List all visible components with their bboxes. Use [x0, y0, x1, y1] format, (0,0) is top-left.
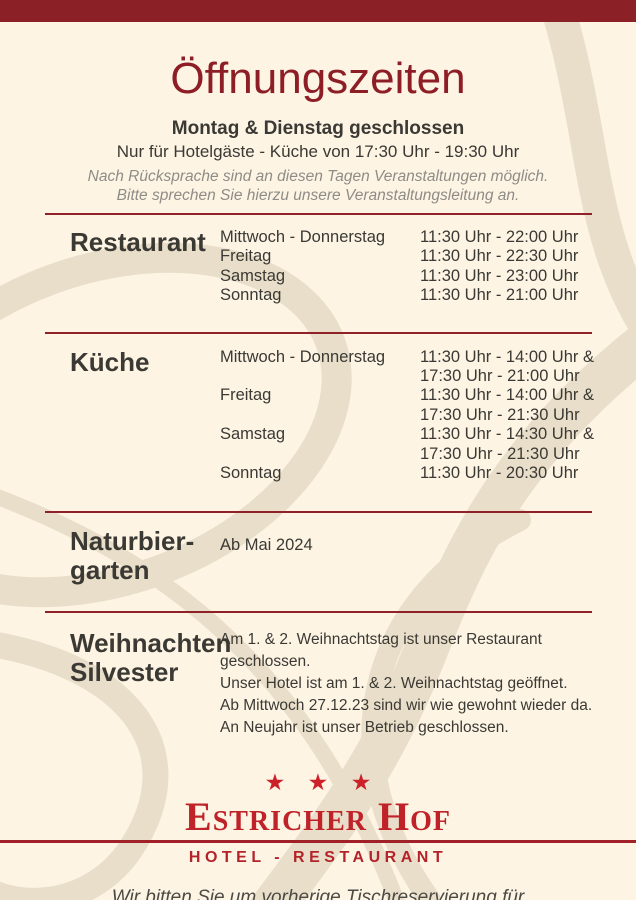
time-value: 17:30 Uhr - 21:30 Uhr	[420, 405, 580, 424]
section-label-line: Naturbier-	[70, 526, 195, 557]
section-label: Weihnachten Silvester	[70, 628, 232, 688]
day-label: Sonntag	[220, 464, 282, 483]
schedule-rows: Mittwoch - Donnerstag 11:30 Uhr - 14:00 U…	[220, 348, 596, 484]
time-value: 11:30 Uhr - 23:00 Uhr	[420, 266, 579, 285]
section-kueche: Küche Mittwoch - Donnerstag 11:30 Uhr - 14…	[0, 334, 636, 504]
top-red-band	[0, 0, 636, 22]
time-values: 11:30 Uhr - 14:00 Uhr & 17:30 Uhr - 21:30…	[420, 386, 596, 425]
section-divider	[45, 331, 592, 334]
day-label: Samstag	[220, 425, 286, 444]
day-label: Ab Mai 2024	[220, 536, 313, 555]
section-text: Am 1. & 2. Weihnachtstag ist unser Resta…	[220, 629, 596, 738]
logo-divider	[0, 840, 636, 844]
hotel-logo: ★ ★ ★ Estricher Hof HOTEL - RESTAURANT	[0, 770, 636, 867]
hotel-name: Estricher Hof	[185, 794, 451, 840]
footer: Wir bitten Sie um vorherige Tischreservi…	[0, 886, 636, 900]
three-stars-icon: ★ ★ ★	[264, 769, 380, 796]
day-label: Freitag	[220, 247, 272, 266]
time-values: 11:30 Uhr - 22:30 Uhr	[420, 247, 596, 266]
section-label-line: Weihnachten	[70, 628, 232, 659]
hotel-guests-line: Nur für Hotelgäste - Küche von 17:30 Uhr…	[116, 142, 520, 161]
day-label: Mittwoch - Donnerstag	[220, 347, 386, 366]
watermark-loop-bottom-left	[0, 632, 169, 900]
time-value: 17:30 Uhr - 21:00 Uhr	[420, 367, 580, 386]
section-divider	[45, 511, 592, 514]
watermark-thin-stroke	[0, 489, 405, 900]
event-note-line: Nach Rücksprache sind an diesen Tagen Ve…	[87, 168, 549, 185]
section-label: Küche	[70, 346, 220, 377]
time-value: 11:30 Uhr - 20:30 Uhr	[420, 464, 579, 483]
day-label: Mittwoch - Donnerstag	[220, 228, 386, 246]
section-text-line: An Neujahr ist unser Betrieb geschlossen…	[220, 718, 509, 736]
time-value: 11:30 Uhr - 22:30 Uhr	[420, 247, 579, 266]
time-value: 11:30 Uhr - 14:30 Uhr &	[420, 425, 594, 444]
section-label-line: Restaurant	[70, 227, 206, 257]
section-text-line: Ab Mittwoch 27.12.23 sind wir wie gewohn…	[220, 696, 593, 714]
reservation-line: Wir bitten Sie um vorherige Tischreservi…	[111, 887, 525, 900]
time-values: 11:30 Uhr - 20:30 Uhr	[420, 464, 596, 483]
time-value: 11:30 Uhr - 14:00 Uhr &	[420, 386, 594, 405]
section-divider	[45, 213, 592, 215]
section-weihnachten: Weihnachten Silvester Am 1. & 2. Weihnacht…	[0, 613, 636, 738]
time-values	[420, 536, 596, 555]
hotel-subtitle: HOTEL - RESTAURANT	[188, 849, 448, 867]
time-values: 11:30 Uhr - 21:00 Uhr	[420, 286, 596, 305]
closed-days-line: Montag & Dienstag geschlossen	[171, 118, 465, 139]
section-label-line: garten	[70, 555, 150, 586]
event-note-line: Bitte sprechen Sie hierzu unsere Veranst…	[116, 187, 520, 204]
schedule-rows: Mittwoch - Donnerstag 11:30 Uhr - 22:00 U…	[220, 228, 596, 306]
time-values: 11:30 Uhr - 23:00 Uhr	[420, 267, 596, 286]
time-values: 11:30 Uhr - 14:30 Uhr & 17:30 Uhr - 21:30…	[420, 425, 596, 464]
section-divider	[45, 611, 592, 614]
time-value: 17:30 Uhr - 21:30 Uhr	[420, 444, 580, 463]
watermark-flourish	[250, 322, 636, 900]
section-text-line: Am 1. & 2. Weihnachtstag ist unser Resta…	[220, 631, 542, 671]
watermark-arc-top-right	[537, 0, 636, 342]
time-values: 11:30 Uhr - 14:00 Uhr & 17:30 Uhr - 21:00…	[420, 348, 596, 387]
day-label: Sonntag	[220, 286, 282, 305]
page-title: Öffnungszeiten	[170, 54, 466, 103]
section-label: Restaurant	[70, 228, 220, 257]
time-value: 11:30 Uhr - 14:00 Uhr &	[420, 347, 594, 366]
day-label: Freitag	[220, 386, 272, 405]
time-value: 11:30 Uhr - 22:00 Uhr	[420, 228, 579, 246]
header: Öffnungszeiten Montag & Dienstag geschlo…	[0, 22, 636, 205]
schedule-rows: Ab Mai 2024	[220, 527, 596, 555]
section-restaurant: Restaurant Mittwoch - Donnerstag 11:30 Uhr…	[0, 215, 636, 324]
event-notes: Nach Rücksprache sind an diesen Tagen Ve…	[0, 167, 636, 205]
day-label: Samstag	[220, 266, 286, 285]
section-naturbiergarten: Naturbier-garten Ab Mai 2024	[0, 513, 636, 603]
section-label-line: Silvester	[70, 657, 179, 688]
sections: Restaurant Mittwoch - Donnerstag 11:30 Uhr…	[0, 213, 636, 738]
section-text-line: Unser Hotel ist am 1. & 2. Weihnachtstag…	[220, 675, 568, 693]
time-values: 11:30 Uhr - 22:00 Uhr	[420, 228, 596, 247]
section-label-line: Küche	[70, 346, 150, 377]
time-value: 11:30 Uhr - 21:00 Uhr	[420, 286, 579, 305]
section-label: Naturbier-garten	[70, 527, 220, 585]
